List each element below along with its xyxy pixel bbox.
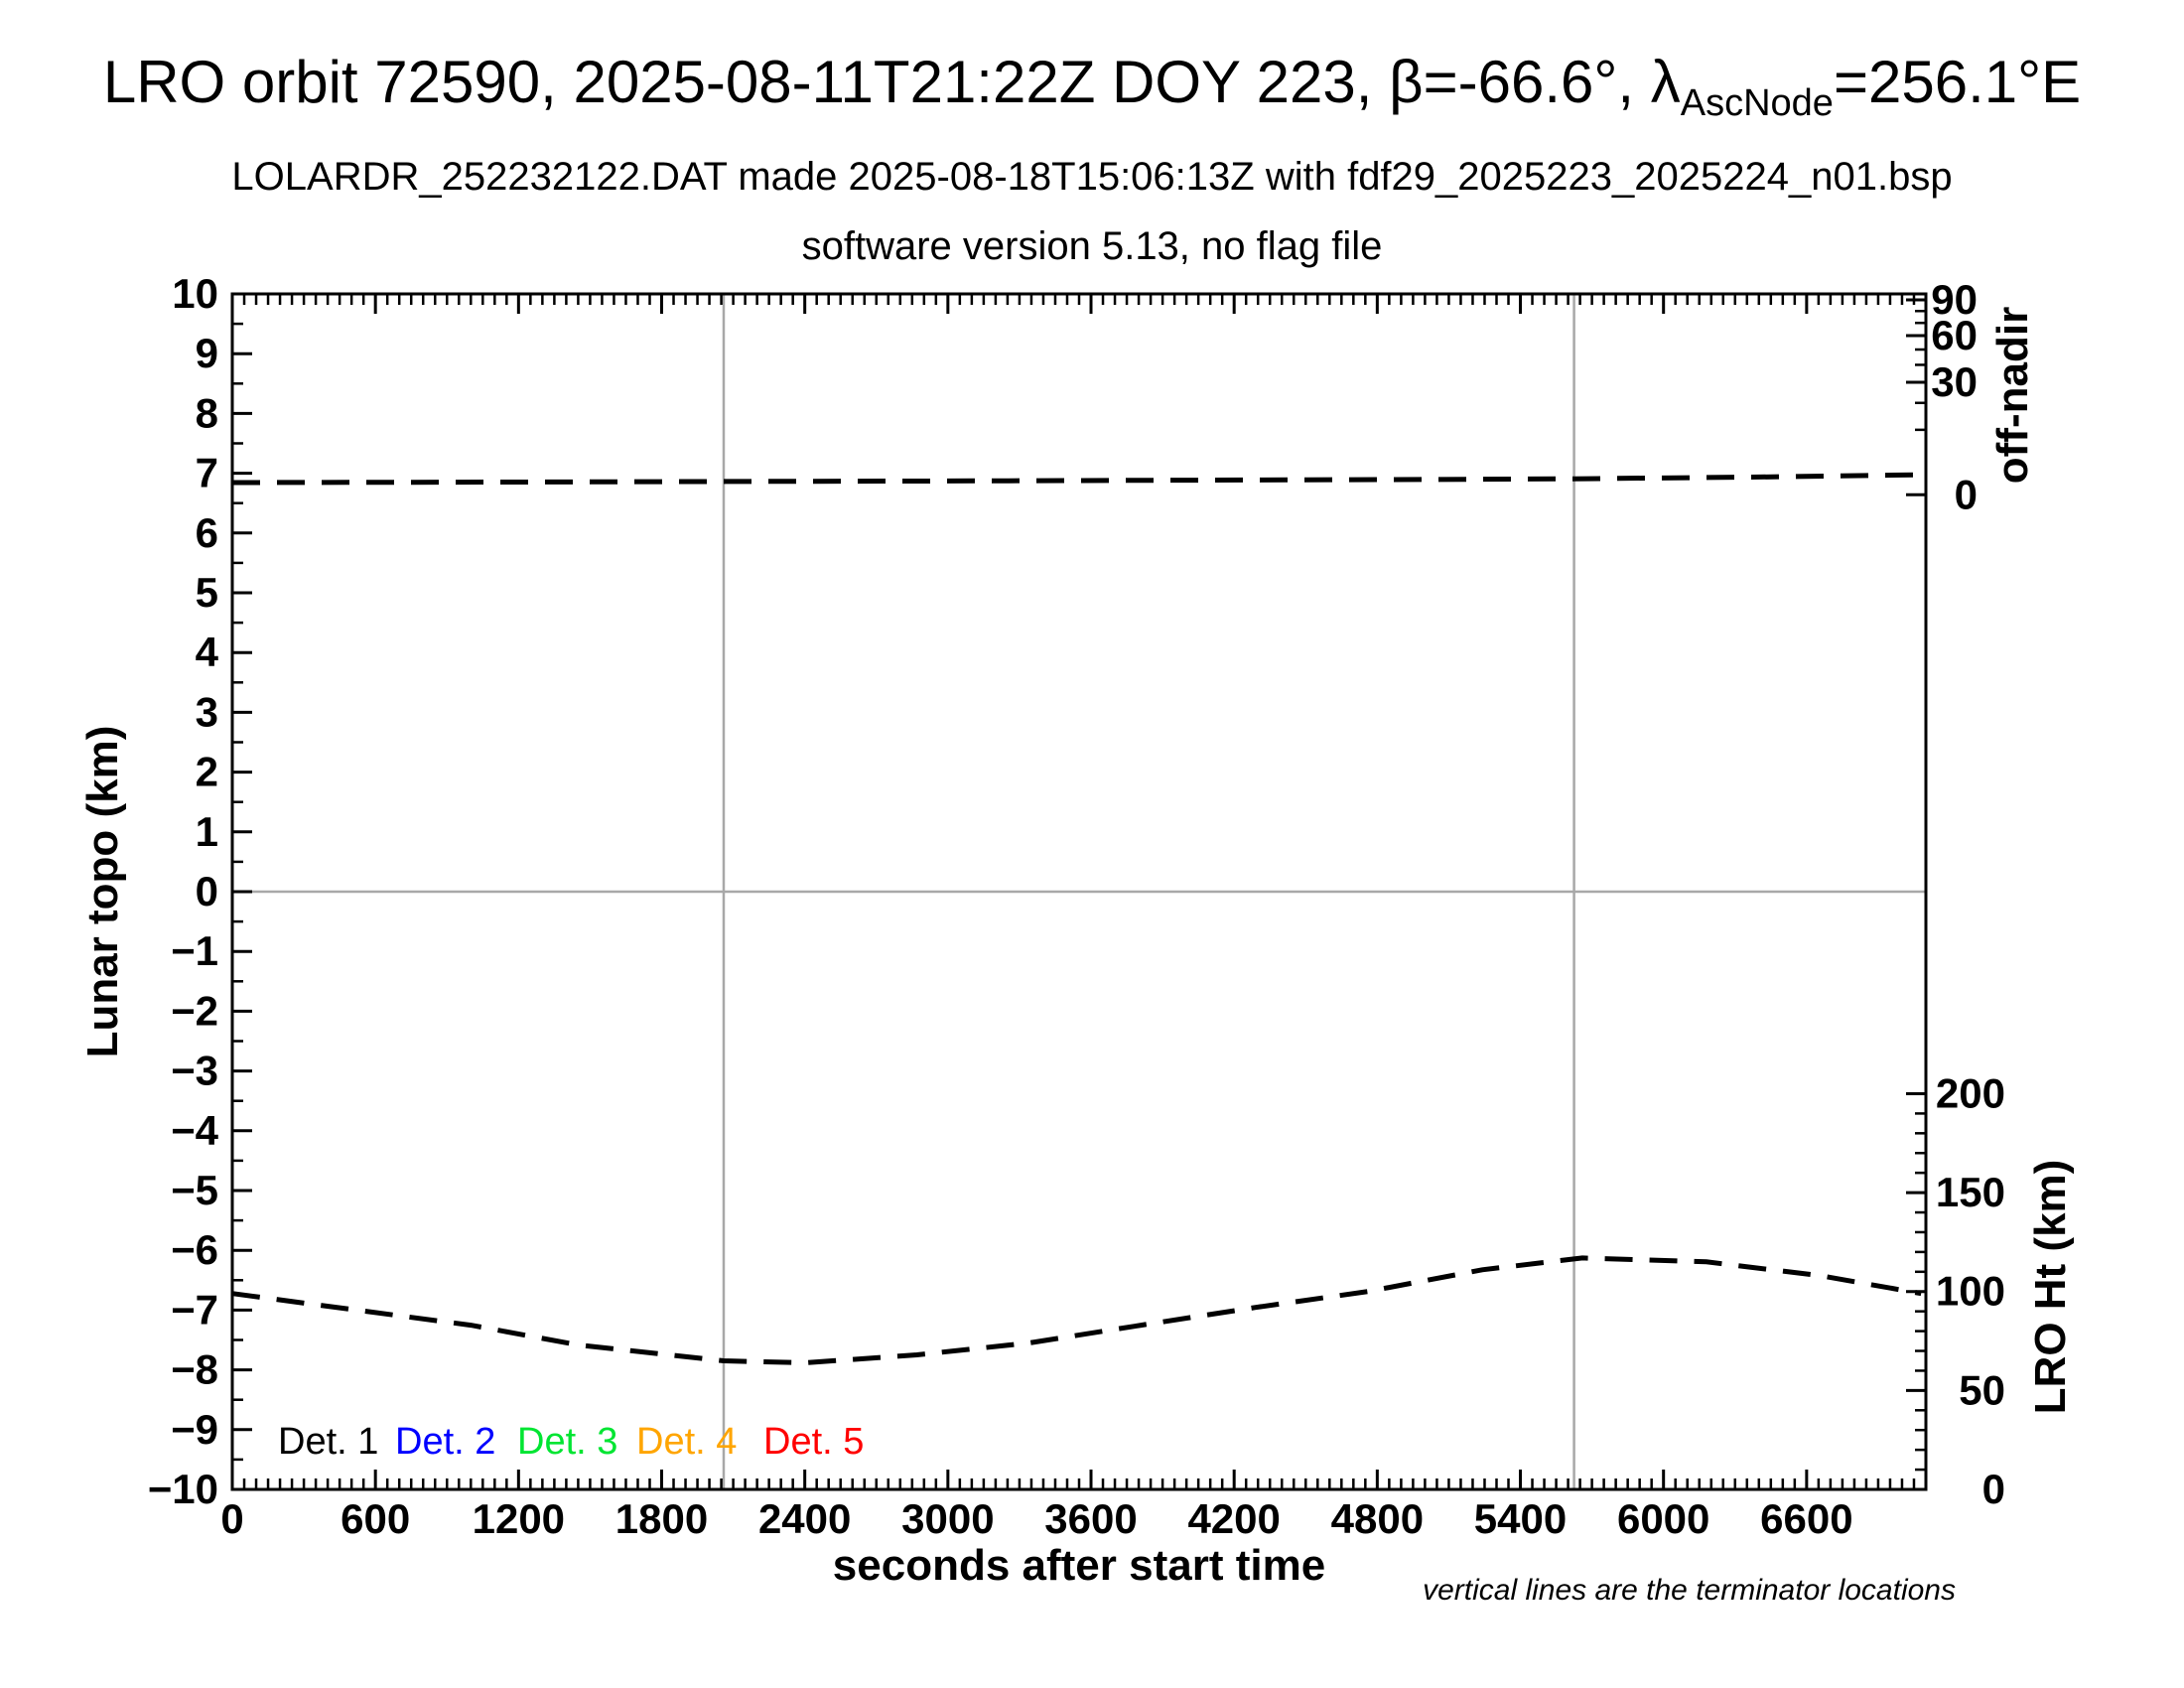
y-tick-label: 9 bbox=[196, 330, 218, 376]
title-subscript: AscNode bbox=[1680, 82, 1834, 124]
y-tick-label: 3 bbox=[196, 688, 218, 735]
y-tick-label: −4 bbox=[171, 1107, 219, 1154]
y-tick-label: −3 bbox=[171, 1048, 218, 1094]
y-tick-label: −8 bbox=[171, 1346, 218, 1393]
y-tick-label: −1 bbox=[171, 927, 218, 974]
subtitle-file-info: LOLARDR_252232122.DAT made 2025-08-18T15… bbox=[231, 155, 1953, 199]
x-tick-label: 6000 bbox=[1617, 1495, 1709, 1542]
x-tick-label: 1800 bbox=[615, 1495, 708, 1542]
y-tick-label: 6 bbox=[196, 509, 218, 556]
legend-item-det-5: Det. 5 bbox=[763, 1421, 865, 1463]
x-tick-label: 5400 bbox=[1474, 1495, 1567, 1542]
y-axis-title-off-nadir: off-nadir bbox=[1988, 306, 2037, 485]
x-tick-label: 6600 bbox=[1760, 1495, 1852, 1542]
subtitle-software-version: software version 5.13, no flag file bbox=[801, 224, 1383, 268]
y-axis-title-lro-height: LRO Ht (km) bbox=[2026, 1159, 2075, 1415]
y-tick-label: 2 bbox=[196, 749, 218, 795]
y-tick-label: −9 bbox=[171, 1406, 218, 1453]
x-tick-label: 3000 bbox=[901, 1495, 994, 1542]
x-tick-label: 4200 bbox=[1187, 1495, 1280, 1542]
lro-ht-tick-label: 0 bbox=[1982, 1466, 2005, 1512]
legend-item-det-2: Det. 2 bbox=[395, 1421, 496, 1463]
y-tick-label: −7 bbox=[171, 1286, 218, 1333]
plot-frame bbox=[230, 292, 1928, 1491]
y-tick-label: −10 bbox=[148, 1466, 218, 1512]
terminator-footnote: vertical lines are the terminator locati… bbox=[1423, 1574, 1956, 1607]
lro-ht-tick-label: 50 bbox=[1959, 1366, 2005, 1413]
y-tick-label: 0 bbox=[196, 868, 218, 914]
off-nadir-tick-label: 90 bbox=[1931, 276, 1978, 323]
x-tick-label: 600 bbox=[341, 1495, 410, 1542]
x-tick-label: 0 bbox=[220, 1495, 243, 1542]
lro-height-series-line bbox=[231, 1255, 1922, 1366]
x-tick-label: 3600 bbox=[1044, 1495, 1137, 1542]
y-tick-label: 10 bbox=[172, 270, 218, 317]
x-tick-label: 2400 bbox=[758, 1495, 851, 1542]
lro-ht-tick-label: 200 bbox=[1936, 1069, 2005, 1116]
lro-ht-tick-label: 100 bbox=[1936, 1268, 2005, 1315]
y-tick-label: −6 bbox=[171, 1226, 218, 1273]
y-tick-label: 5 bbox=[196, 569, 218, 616]
off-nadir-tick-label: 60 bbox=[1931, 312, 1978, 358]
y-tick-label: 1 bbox=[196, 808, 218, 855]
off-nadir-tick-label: 30 bbox=[1931, 358, 1978, 405]
x-tick-label: 1200 bbox=[473, 1495, 565, 1542]
lro-ht-tick-label: 150 bbox=[1936, 1169, 2005, 1215]
legend-item-det-4: Det. 4 bbox=[636, 1421, 738, 1463]
legend-item-det-1: Det. 1 bbox=[278, 1421, 379, 1463]
title-suffix: =256.1°E bbox=[1833, 49, 2082, 115]
y-tick-label: 4 bbox=[196, 629, 219, 675]
x-axis-title: seconds after start time bbox=[832, 1541, 1326, 1590]
page-title: LRO orbit 72590, 2025-08-11T21:22Z DOY 2… bbox=[0, 48, 2184, 122]
legend-item-det-3: Det. 3 bbox=[517, 1421, 618, 1463]
y-axis-title-lunar-topo: Lunar topo (km) bbox=[78, 725, 127, 1058]
y-tick-label: 7 bbox=[196, 450, 218, 496]
title-text: LRO orbit 72590, 2025-08-11T21:22Z DOY 2… bbox=[102, 49, 1681, 115]
y-tick-label: −5 bbox=[171, 1167, 218, 1213]
y-tick-label: 8 bbox=[196, 389, 218, 436]
off-nadir-tick-label: 0 bbox=[1955, 471, 1978, 517]
y-tick-label: −2 bbox=[171, 987, 218, 1034]
x-tick-label: 4800 bbox=[1331, 1495, 1424, 1542]
off-nadir-series-line bbox=[231, 472, 1922, 486]
